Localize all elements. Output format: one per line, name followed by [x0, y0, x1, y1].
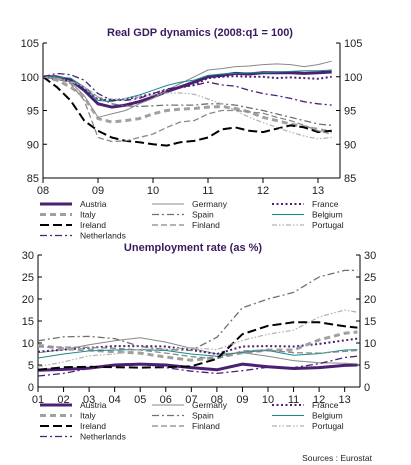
unemployment-legend-label-ireland: Ireland [80, 421, 106, 431]
gdp-x-tick-label: 13 [312, 185, 324, 197]
source-note: Sources : Eurostat [302, 453, 373, 463]
gdp-y-tick-label: 95 [27, 106, 39, 118]
unemployment-legend-label-belgium: Belgium [312, 411, 343, 421]
gdp-legend-label-finland: Finland [192, 220, 220, 230]
unemployment-x-tick-label: 11 [288, 394, 299, 406]
gdp-legend-label-ireland: Ireland [80, 220, 106, 230]
gdp-y-tick-label: 90 [27, 139, 39, 151]
unemployment-legend-label-spain: Spain [192, 411, 214, 421]
unemployment-y-tick-label-right: 30 [364, 250, 376, 262]
unemployment-legend-label-netherlands: Netherlands [80, 432, 126, 442]
unemployment-y-tick-label-right: 20 [364, 294, 376, 306]
unemployment-y-tick-label: 10 [22, 338, 34, 350]
gdp-y-tick-label-right: 100 [344, 72, 362, 84]
gdp-series-finland [42, 76, 332, 143]
gdp-series-austria [43, 70, 332, 109]
gdp-x-tick-label: 12 [257, 185, 269, 197]
gdp-series-belgium [43, 69, 332, 103]
unemployment-y-tick-label-right: 0 [364, 382, 370, 394]
unemployment-y-tick-label: 5 [28, 360, 34, 372]
unemployment-x-tick-label: 03 [83, 394, 95, 406]
unemployment-chart-title: Unemployment rate (as %) [124, 242, 262, 254]
unemployment-x-tick-label: 12 [313, 394, 325, 406]
unemployment-y-tick-label: 25 [22, 272, 34, 284]
gdp-series-portugal [42, 76, 332, 140]
gdp-y-tick-label-right: 105 [344, 38, 362, 50]
gdp-x-tick-label: 10 [147, 185, 159, 197]
gdp-series-spain [42, 76, 332, 127]
unemployment-x-tick-label: 13 [339, 394, 351, 406]
gdp-x-tick-label: 08 [37, 185, 49, 197]
unemployment-y-tick-label: 15 [22, 316, 34, 328]
unemployment-y-tick-label: 0 [28, 382, 34, 394]
gdp-legend-label-italy: Italy [80, 210, 96, 220]
gdp-x-tick-label: 11 [202, 185, 213, 197]
unemployment-series-belgium [37, 349, 358, 359]
unemployment-series-netherlands [37, 355, 358, 377]
unemployment-x-tick-label: 08 [211, 394, 223, 406]
gdp-legend-label-france: France [312, 199, 339, 209]
gdp-y-tick-label-right: 90 [344, 139, 356, 151]
unemployment-x-tick-label: 09 [236, 394, 248, 406]
gdp-y-tick-label: 100 [21, 72, 39, 84]
gdp-chart-title: Real GDP dynamics (2008:q1 = 100) [107, 27, 293, 39]
unemployment-legend-label-portugal: Portugal [312, 421, 344, 431]
gdp-series-netherlands [42, 72, 332, 106]
gdp-y-tick-label-right: 85 [344, 173, 356, 185]
unemployment-legend-label-austria: Austria [80, 400, 107, 410]
unemployment-x-tick-label: 02 [57, 394, 69, 406]
gdp-legend-label-netherlands: Netherlands [80, 231, 126, 241]
gdp-y-tick-label-right: 95 [344, 106, 356, 118]
unemployment-x-tick-label: 01 [32, 394, 44, 406]
unemployment-y-tick-label-right: 10 [364, 338, 376, 350]
gdp-x-tick-label: 09 [92, 185, 104, 197]
unemployment-y-tick-label-right: 15 [364, 316, 376, 328]
gdp-legend-label-spain: Spain [192, 210, 214, 220]
gdp-series-germany [42, 60, 332, 118]
gdp-series-italy [42, 75, 332, 134]
unemployment-y-tick-label-right: 5 [364, 360, 370, 372]
gdp-y-tick-label: 85 [27, 173, 39, 185]
unemployment-legend-label-italy: Italy [80, 411, 96, 421]
unemployment-x-tick-label: 10 [262, 394, 274, 406]
unemployment-legend-label-france: France [312, 400, 339, 410]
unemployment-series-portugal [37, 309, 358, 368]
unemployment-series-finland [38, 346, 358, 360]
unemployment-series-ireland [37, 321, 358, 371]
gdp-legend-label-germany: Germany [192, 199, 228, 209]
unemployment-y-tick-label: 30 [22, 250, 34, 262]
unemployment-y-tick-label-right: 25 [364, 272, 376, 284]
gdp-legend-label-belgium: Belgium [312, 210, 343, 220]
unemployment-legend-label-finland: Finland [192, 421, 220, 431]
gdp-y-tick-label: 105 [21, 38, 39, 50]
unemployment-series-spain [37, 269, 358, 352]
unemployment-legend-label-germany: Germany [192, 400, 228, 410]
unemployment-x-tick-label: 04 [109, 394, 121, 406]
gdp-series-ireland [42, 75, 332, 147]
unemployment-x-tick-label: 07 [185, 394, 197, 406]
gdp-legend-label-austria: Austria [80, 199, 107, 209]
gdp-legend-label-portugal: Portugal [312, 220, 344, 230]
unemployment-y-tick-label: 20 [22, 294, 34, 306]
unemployment-x-tick-label: 05 [134, 394, 146, 406]
unemployment-x-tick-label: 06 [160, 394, 172, 406]
